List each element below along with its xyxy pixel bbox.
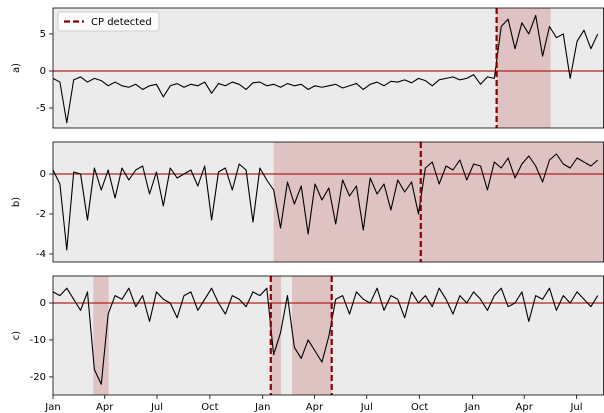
x-tick-label: Oct xyxy=(411,402,428,413)
y-tick-label: 0 xyxy=(40,298,46,309)
series-line xyxy=(53,287,599,385)
y-tick-label: -5 xyxy=(36,103,46,114)
cp-span xyxy=(273,142,604,262)
series-line xyxy=(53,153,599,251)
x-tick-label: Oct xyxy=(201,402,218,413)
y-tick-label: 0 xyxy=(40,169,46,180)
y-tick-label: -2 xyxy=(36,209,46,220)
y-tick-label: -20 xyxy=(30,372,46,383)
x-tick-label: Jul xyxy=(569,402,582,413)
plot-area xyxy=(53,142,604,262)
x-tick-label: Apr xyxy=(96,402,114,413)
plot-area xyxy=(53,276,604,395)
y-axis-label: b) xyxy=(11,197,22,207)
cp-span xyxy=(292,276,332,395)
x-tick-label: Apr xyxy=(306,402,324,413)
cp-span xyxy=(270,276,282,395)
y-tick-label: 0 xyxy=(40,66,46,77)
x-tick-label: Apr xyxy=(516,402,534,413)
x-tick-label: Jan xyxy=(254,402,270,413)
x-tick-label: Jan xyxy=(44,402,60,413)
y-tick-label: 5 xyxy=(40,29,46,40)
y-axis-label: c) xyxy=(11,331,22,340)
plot-area xyxy=(53,8,604,128)
x-tick-label: Jul xyxy=(360,402,373,413)
y-tick-label: -10 xyxy=(30,335,46,346)
legend-label: CP detected xyxy=(91,17,152,28)
series-line xyxy=(53,14,599,124)
x-tick-label: Jan xyxy=(464,402,480,413)
cp-span xyxy=(496,8,551,128)
y-axis-label: a) xyxy=(11,63,22,73)
legend-box xyxy=(57,11,160,32)
y-tick-label: -4 xyxy=(36,249,46,260)
x-tick-label: Jul xyxy=(150,402,163,413)
cp-span xyxy=(93,276,109,395)
